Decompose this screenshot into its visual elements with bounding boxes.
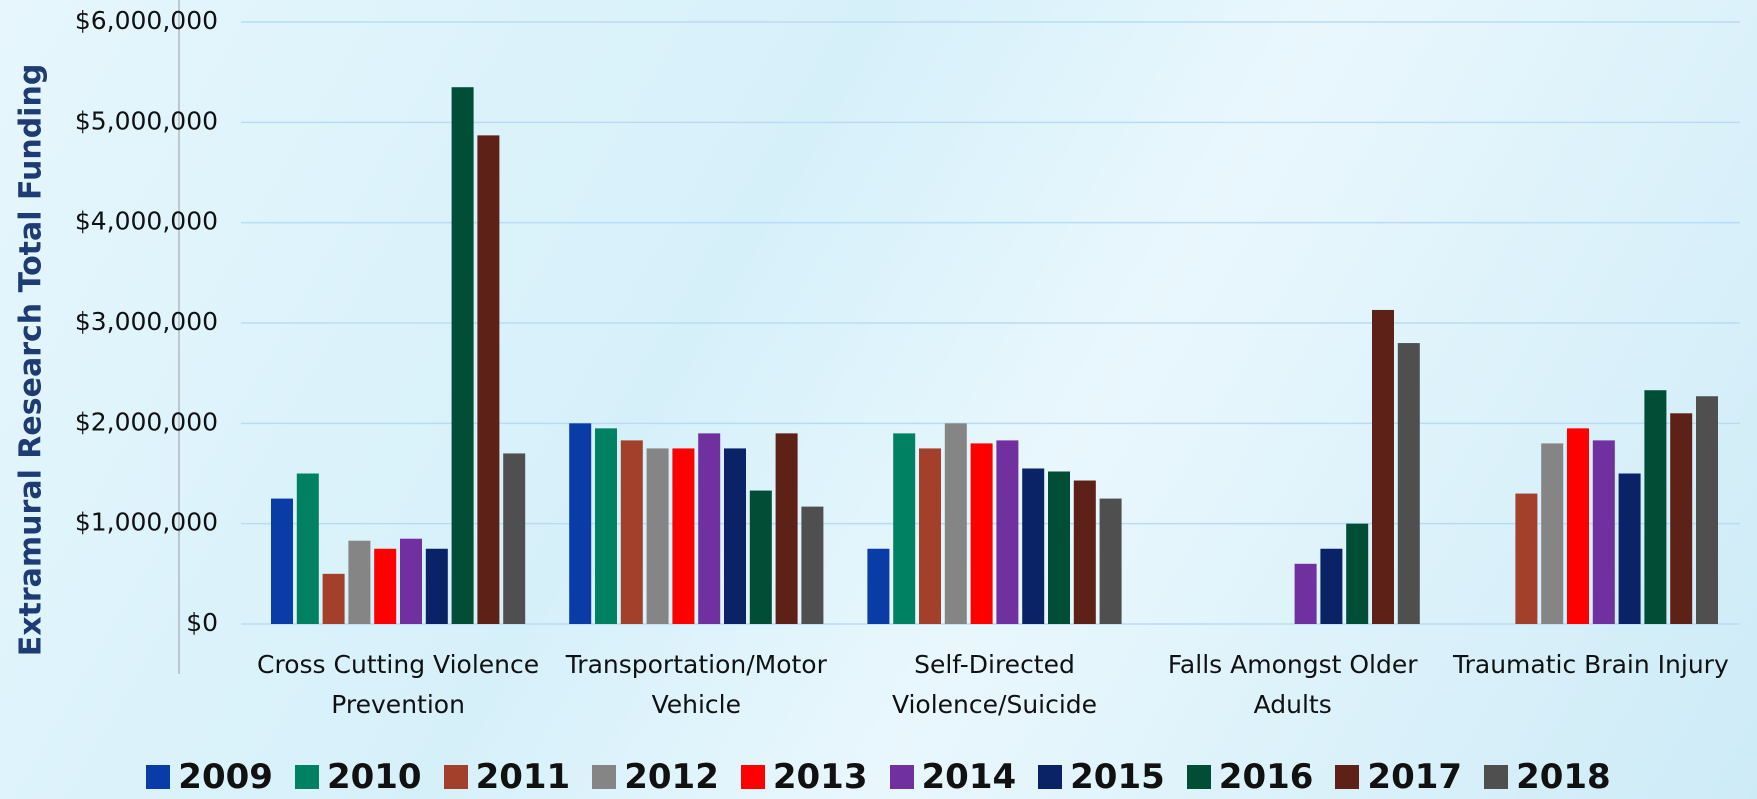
x-tick-label: Self-Directed Violence/Suicide [891, 650, 1098, 719]
legend-label: 2016 [1218, 757, 1314, 797]
bar [775, 433, 798, 624]
bar [1022, 468, 1045, 624]
bar [646, 448, 669, 624]
bar [425, 548, 448, 624]
y-tick-label: $3,000,000 [75, 307, 218, 336]
legend-label: 2012 [624, 757, 719, 797]
bar [1099, 498, 1122, 624]
legend-item: 2013 [740, 757, 868, 797]
legend-label: 2011 [475, 757, 571, 797]
legend-label: 2013 [772, 757, 868, 797]
legend-swatch [146, 765, 171, 789]
legend-label: 2015 [1070, 757, 1165, 797]
legend-label: 2018 [1516, 757, 1611, 797]
legend-swatch [1335, 765, 1360, 789]
bar [893, 433, 916, 624]
bar [322, 573, 345, 624]
bar [1397, 343, 1420, 624]
bar [477, 135, 500, 625]
bar [1592, 440, 1615, 624]
bar [970, 443, 993, 624]
bar [296, 473, 319, 624]
bar [1515, 493, 1538, 624]
bar [1541, 443, 1564, 624]
legend-swatch [443, 765, 468, 789]
bar [1696, 396, 1718, 624]
bar [1644, 390, 1667, 624]
legend-item: 2015 [1038, 757, 1165, 797]
legend-swatch [592, 765, 617, 789]
y-tick-label: $0 [186, 608, 218, 637]
legend-item: 2010 [294, 757, 422, 797]
legend-item: 2009 [146, 757, 273, 797]
legend-swatch [889, 765, 914, 789]
bar [271, 498, 293, 624]
bar [1294, 563, 1317, 624]
bar [569, 423, 592, 624]
y-tick-label: $5,000,000 [75, 106, 218, 135]
legend-swatch [1484, 765, 1509, 789]
bar [1073, 480, 1096, 624]
x-tick-label: Cross Cutting Violence Prevention [257, 650, 540, 719]
bar [749, 490, 772, 624]
legend-item: 2011 [443, 757, 571, 797]
x-tick-label: Transportation/Motor Vehicle [565, 650, 827, 719]
bar [595, 428, 617, 624]
legend-swatch [1038, 765, 1063, 789]
x-tick-label: Falls Amongst Older Adults [1167, 650, 1418, 719]
y-tick-label: $6,000,000 [75, 6, 218, 35]
bar [801, 506, 824, 624]
bar [348, 540, 371, 624]
legend-swatch [294, 765, 319, 789]
bar [1618, 473, 1641, 624]
legend-item: 2018 [1484, 757, 1611, 797]
x-tick-label: Traumatic Brain Injury [1453, 650, 1729, 679]
y-tick-label: $4,000,000 [75, 207, 218, 236]
bar [1048, 471, 1070, 624]
legend-label: 2017 [1367, 757, 1463, 797]
bar [698, 433, 721, 624]
bar [672, 448, 695, 624]
legend-label: 2010 [326, 757, 422, 797]
bar [1372, 309, 1394, 624]
bar [944, 423, 967, 624]
bar [400, 538, 422, 624]
bar [1346, 523, 1369, 624]
legend-swatch [740, 765, 765, 789]
legend-label: 2014 [921, 757, 1017, 797]
legend: 2009 2010 2011 2012 2013 2014 2015 2016 2017 2018 [0, 757, 1757, 797]
bar [1670, 413, 1693, 624]
y-tick-label: $2,000,000 [75, 407, 218, 436]
legend-item: 2014 [889, 757, 1017, 797]
bar [503, 453, 526, 624]
legend-label: 2009 [178, 757, 273, 797]
bar [374, 548, 397, 624]
y-axis-title: Extramural Research Total Funding [14, 64, 49, 657]
legend-item: 2017 [1335, 757, 1462, 797]
y-tick-label: $1,000,000 [75, 508, 218, 537]
bar [620, 440, 643, 624]
legend-item: 2012 [592, 757, 719, 797]
bar [1567, 428, 1589, 624]
legend-swatch [1186, 765, 1211, 789]
bar [919, 448, 941, 624]
bar [724, 448, 746, 624]
bar [451, 87, 474, 624]
bar [1320, 548, 1343, 624]
bar [867, 548, 890, 624]
bar [996, 440, 1019, 624]
legend-item: 2016 [1186, 757, 1314, 797]
